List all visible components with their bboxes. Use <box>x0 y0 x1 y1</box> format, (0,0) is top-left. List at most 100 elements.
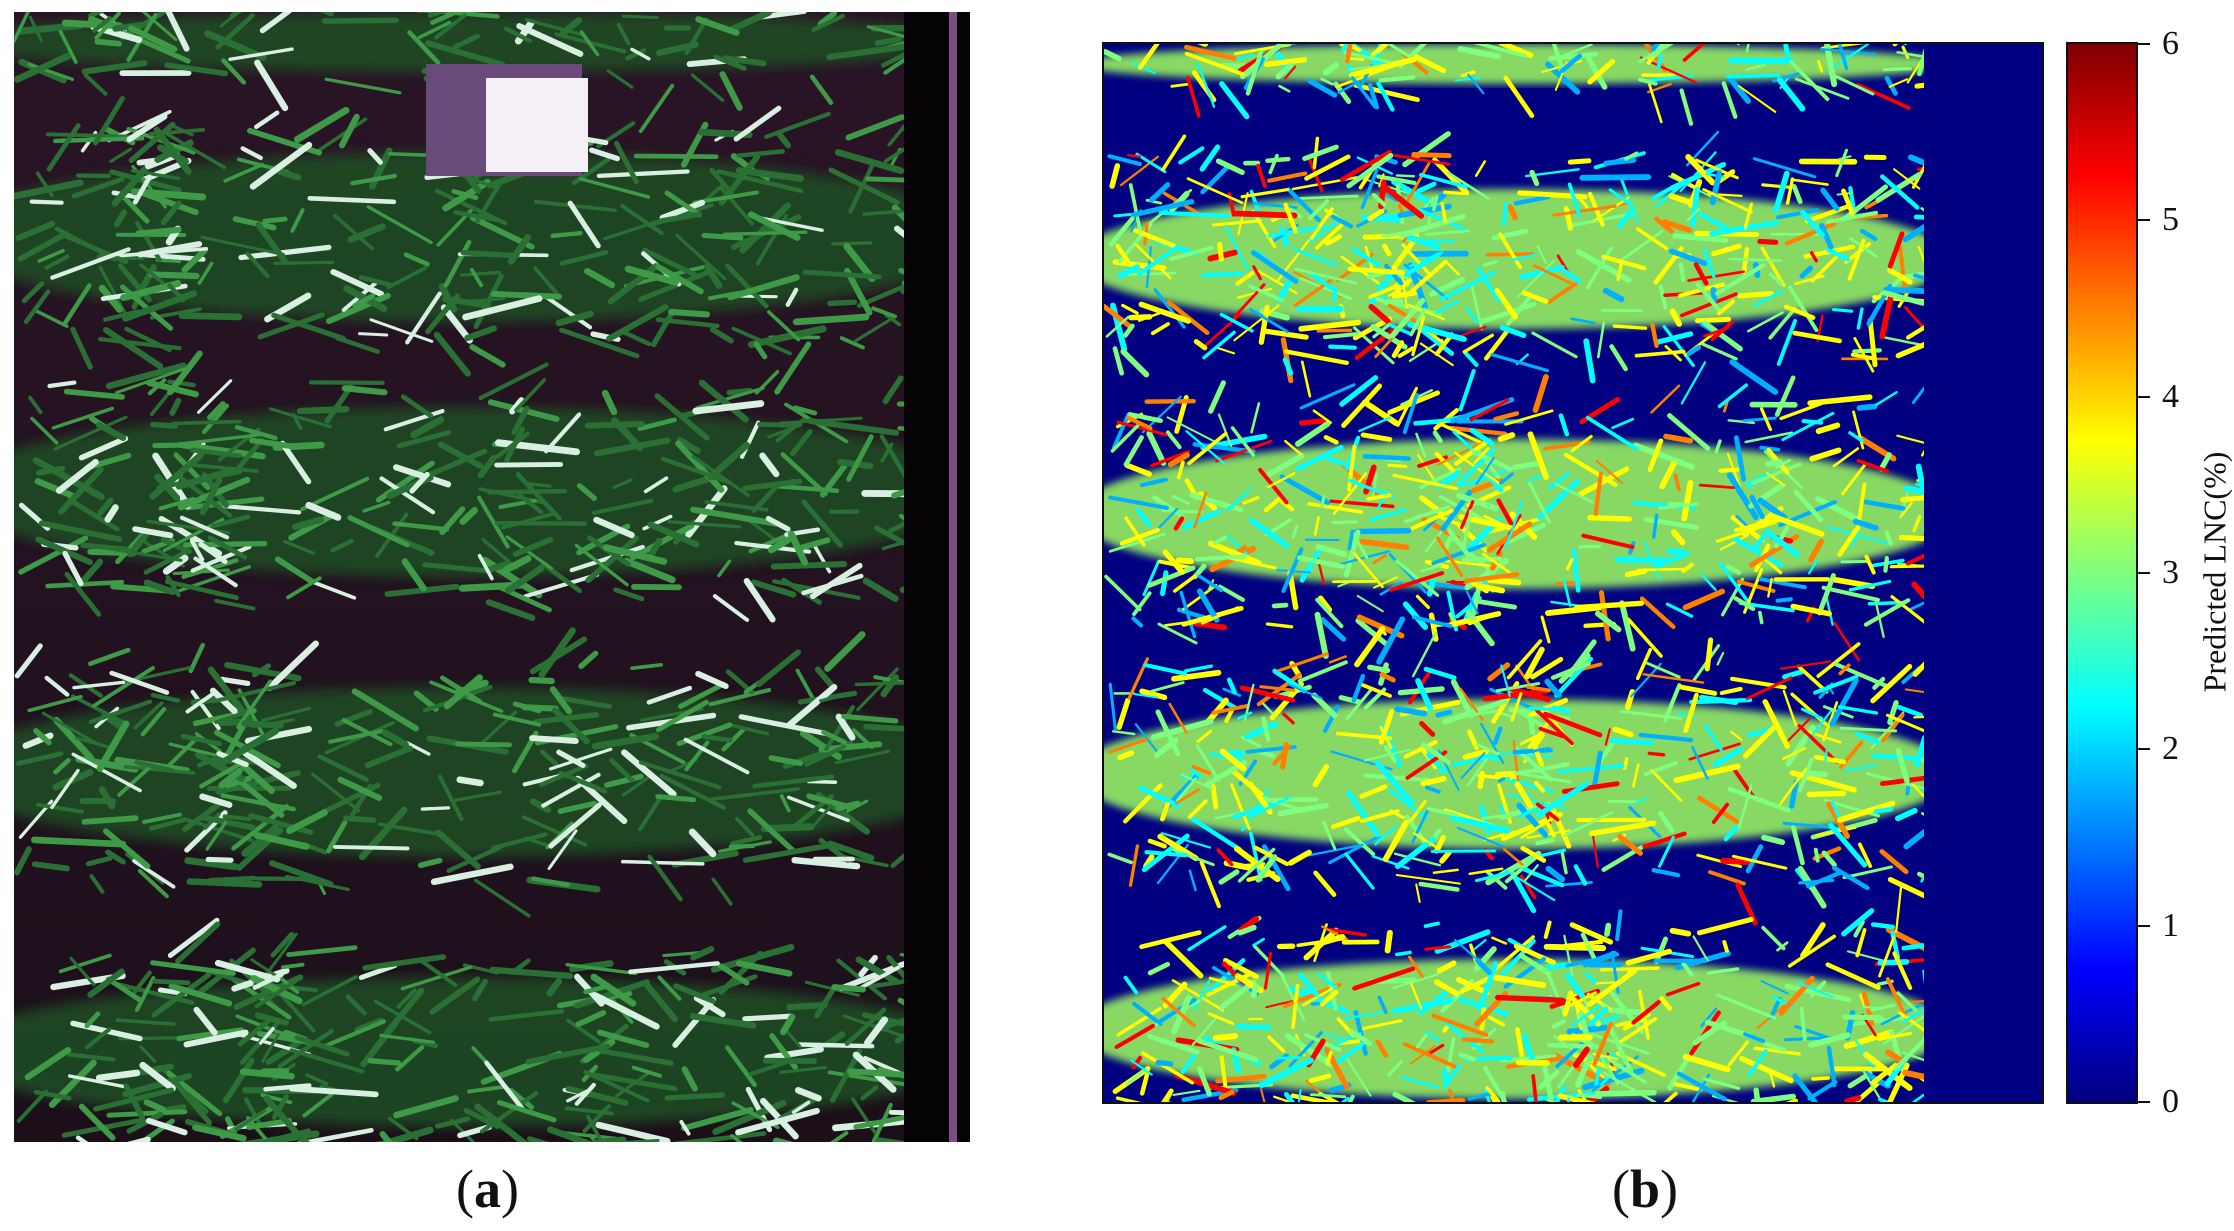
wheat-leaf <box>262 216 288 224</box>
lnc-leaf-pixel <box>1634 349 1686 358</box>
lnc-leaf-pixel <box>1478 583 1506 594</box>
lnc-leaf-pixel <box>1686 207 1701 222</box>
wheat-leaf <box>733 105 782 142</box>
wheat-leaf <box>127 25 178 53</box>
wheat-leaf <box>679 1119 691 1136</box>
wheat-leaf <box>631 1065 663 1078</box>
wheat-leaf <box>880 674 899 698</box>
wheat-leaf <box>829 1048 863 1103</box>
lnc-leaf-pixel <box>1473 44 1528 58</box>
lnc-leaf-pixel <box>1366 493 1392 501</box>
lnc-leaf-pixel <box>1574 1054 1593 1088</box>
lnc-leaf-pixel <box>1499 1054 1558 1063</box>
lnc-leaf-pixel <box>1359 784 1388 799</box>
wheat-leaf <box>469 267 484 288</box>
lnc-leaf-pixel <box>1436 470 1461 490</box>
wheat-leaf <box>798 537 831 551</box>
wheat-leaf <box>14 846 32 876</box>
lnc-leaf-pixel <box>1581 533 1635 550</box>
wheat-leaf <box>184 462 259 473</box>
lnc-leaf-pixel <box>1520 772 1572 784</box>
wheat-leaf <box>846 1068 917 1079</box>
wheat-leaf <box>109 670 170 695</box>
lnc-leaf-pixel <box>1727 419 1755 425</box>
wheat-leaf <box>736 149 785 158</box>
wheat-leaf <box>753 341 768 360</box>
lnc-leaf-pixel <box>1195 554 1247 562</box>
lnc-leaf-pixel <box>1702 320 1743 352</box>
wheat-leaf <box>113 209 128 228</box>
wheat-leaf <box>668 308 711 318</box>
lnc-leaf-pixel <box>1222 687 1242 697</box>
lnc-leaf-pixel <box>1678 684 1718 696</box>
lnc-leaf-pixel <box>1312 764 1330 788</box>
wheat-leaf <box>533 266 561 297</box>
wheat-leaf <box>137 241 203 258</box>
lnc-leaf-pixel <box>1413 54 1447 74</box>
wheat-leaf <box>523 572 600 599</box>
lnc-leaf-pixel <box>1311 692 1338 719</box>
wheat-leaf <box>779 1065 827 1074</box>
lnc-leaf-pixel <box>1363 748 1412 762</box>
wheat-leaf <box>512 701 542 714</box>
lnc-leaf-pixel <box>1367 208 1385 222</box>
lnc-leaf-pixel <box>1426 806 1459 817</box>
lnc-leaf-pixel <box>1255 854 1278 883</box>
lnc-leaf-pixel <box>1432 195 1439 212</box>
lnc-leaf-pixel <box>1236 53 1255 61</box>
wheat-leaf <box>31 836 127 848</box>
wheat-leaf <box>606 69 634 89</box>
lnc-leaf-pixel <box>1399 213 1466 238</box>
wheat-leaf <box>130 188 207 201</box>
caption-a: (a) <box>456 1159 519 1219</box>
lnc-leaf-pixel <box>1224 708 1234 724</box>
wheat-leaf <box>695 670 729 690</box>
lnc-leaf-pixel <box>1850 531 1861 548</box>
lnc-leaf-pixel <box>1179 590 1197 639</box>
lnc-leaf-pixel <box>1711 802 1730 824</box>
wheat-leaf <box>638 760 722 790</box>
lnc-leaf-pixel <box>1232 210 1298 219</box>
wheat-leaf <box>478 362 549 401</box>
lnc-leaf-pixel <box>1535 708 1574 746</box>
wheat-leaf <box>657 975 682 1001</box>
wheat-leaf <box>809 74 834 105</box>
lnc-leaf-pixel <box>1513 194 1551 206</box>
lnc-leaf-pixel <box>1546 822 1556 838</box>
lnc-leaf-pixel <box>1115 243 1130 263</box>
lnc-leaf-pixel <box>1462 748 1490 760</box>
lnc-leaf-pixel <box>1474 871 1509 883</box>
wheat-leaf <box>305 1073 329 1086</box>
lnc-leaf-pixel <box>1299 383 1356 410</box>
wheat-leaf <box>37 248 65 263</box>
wheat-leaf <box>168 983 233 1007</box>
wheat-leaf <box>596 169 690 179</box>
wheat-leaf <box>383 408 445 432</box>
wheat-leaf <box>768 755 804 767</box>
lnc-leaf-pixel <box>1567 639 1597 678</box>
lnc-leaf-pixel <box>1372 554 1388 565</box>
wheat-leaf <box>81 60 148 75</box>
wheat-leaf <box>625 48 647 61</box>
lnc-leaf-pixel <box>1424 197 1435 208</box>
lnc-leaf-pixel <box>1247 781 1273 815</box>
lnc-leaf-pixel <box>1585 415 1639 451</box>
lnc-leaf-pixel <box>1463 572 1520 584</box>
lnc-leaf-pixel <box>1656 54 1663 69</box>
lnc-leaf-pixel <box>1299 548 1322 583</box>
lnc-leaf-pixel <box>1403 251 1441 278</box>
lnc-leaf-pixel <box>1471 580 1489 594</box>
wheat-leaf <box>14 52 72 83</box>
wheat-leaf <box>811 13 846 33</box>
lnc-leaf-pixel <box>1591 833 1599 869</box>
wheat-leaf <box>173 433 263 447</box>
wheat-leaf <box>779 794 791 813</box>
wheat-leaf <box>514 378 547 412</box>
lnc-leaf-pixel <box>1266 472 1296 489</box>
wheat-leaf <box>726 722 770 736</box>
lnc-leaf-pixel <box>1878 936 1896 978</box>
lnc-leaf-pixel <box>1108 738 1148 754</box>
wheat-leaf <box>115 366 188 395</box>
lnc-leaf-pixel <box>1112 730 1136 736</box>
wheat-leaf <box>655 263 704 295</box>
